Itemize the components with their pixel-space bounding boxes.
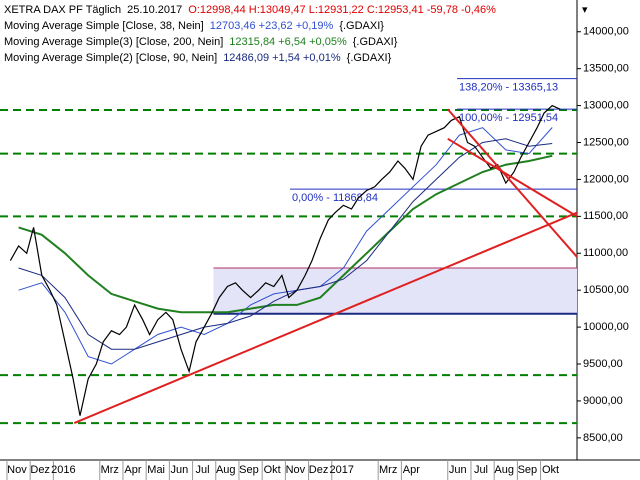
x-tick-label: Okt xyxy=(542,464,559,476)
x-tick-label: Aug xyxy=(494,464,514,476)
fib-label: 100,00% - 12951,54 xyxy=(459,112,558,124)
y-tick-label: 13000,00 xyxy=(583,99,629,111)
legend-suffix: {.GDAXI} xyxy=(347,52,392,64)
legend-name: Moving Average Simple(2) [Close, 90, Nei… xyxy=(4,52,217,64)
legend-name: Moving Average Simple [Close, 38, Nein] xyxy=(4,20,204,32)
y-tick-label: 12500,00 xyxy=(583,136,629,148)
x-tick-label: Jul xyxy=(196,464,210,476)
x-tick-label: 2017 xyxy=(330,464,354,476)
x-tick-label: Mai xyxy=(147,464,165,476)
y-tick-label: 9500,00 xyxy=(583,358,623,370)
legend-value: 12703,46 +23,62 +0,19% xyxy=(210,20,334,32)
trend-line xyxy=(73,211,578,425)
x-tick-label: Mrz xyxy=(379,464,397,476)
y-tick-label: 10000,00 xyxy=(583,321,629,333)
x-tick-label: Apr xyxy=(403,464,420,476)
header-bg xyxy=(0,0,576,64)
x-tick-label: Sep xyxy=(239,464,259,476)
legend-suffix: {.GDAXI} xyxy=(339,20,384,32)
y-tick-label: 11500,00 xyxy=(583,210,628,222)
legend-suffix: {.GDAXI} xyxy=(353,36,398,48)
y-tick-label: 9000,00 xyxy=(583,395,623,407)
moving-average xyxy=(18,127,553,365)
moving-average xyxy=(18,138,553,350)
moving-average xyxy=(18,154,553,314)
x-tick-label: Jun xyxy=(170,464,188,476)
fib-label: 138,20% - 13365,13 xyxy=(459,82,558,94)
trend-line xyxy=(447,137,578,218)
x-tick-label: Jun xyxy=(449,464,467,476)
x-tick-label: 2016 xyxy=(51,464,75,476)
y-tick-label: 10500,00 xyxy=(583,284,629,296)
fib-label: 0,00% - 11868,84 xyxy=(292,192,378,204)
price-zone xyxy=(213,268,577,314)
y-tick-label: 8500,00 xyxy=(583,432,623,444)
x-tick-label: Okt xyxy=(264,464,281,476)
date: 25.10.2017 xyxy=(127,4,182,16)
x-tick-label: Mrz xyxy=(101,464,119,476)
legend-name: Moving Average Simple(3) [Close, 200, Ne… xyxy=(4,36,223,48)
y-tick-label: 14000,00 xyxy=(583,26,629,38)
quote: O:12998,44 H:13049,47 L:12931,22 C:12953… xyxy=(188,4,496,16)
x-tick-label: Apr xyxy=(124,464,141,476)
y-tick-label: 12000,00 xyxy=(583,173,629,185)
x-tick-label: Nov xyxy=(286,464,306,476)
y-tick-label: 11000,00 xyxy=(583,247,628,259)
trend-line xyxy=(447,108,578,258)
legend-value: 12486,09 +1,54 +0,01% xyxy=(223,52,341,64)
y-tick-label: 13500,00 xyxy=(583,63,629,75)
x-tick-label: Dez xyxy=(30,464,50,476)
x-tick-label: Aug xyxy=(216,464,236,476)
price-line xyxy=(9,104,561,416)
title: XETRA DAX PF Täglich xyxy=(4,4,121,16)
scroll-marker: ▾ xyxy=(582,4,588,16)
legend-value: 12315,84 +6,54 +0,05% xyxy=(229,36,347,48)
x-tick-label: Jul xyxy=(474,464,488,476)
x-tick-label: Nov xyxy=(7,464,27,476)
x-tick-label: Dez xyxy=(309,464,329,476)
x-tick-label: Sep xyxy=(518,464,538,476)
